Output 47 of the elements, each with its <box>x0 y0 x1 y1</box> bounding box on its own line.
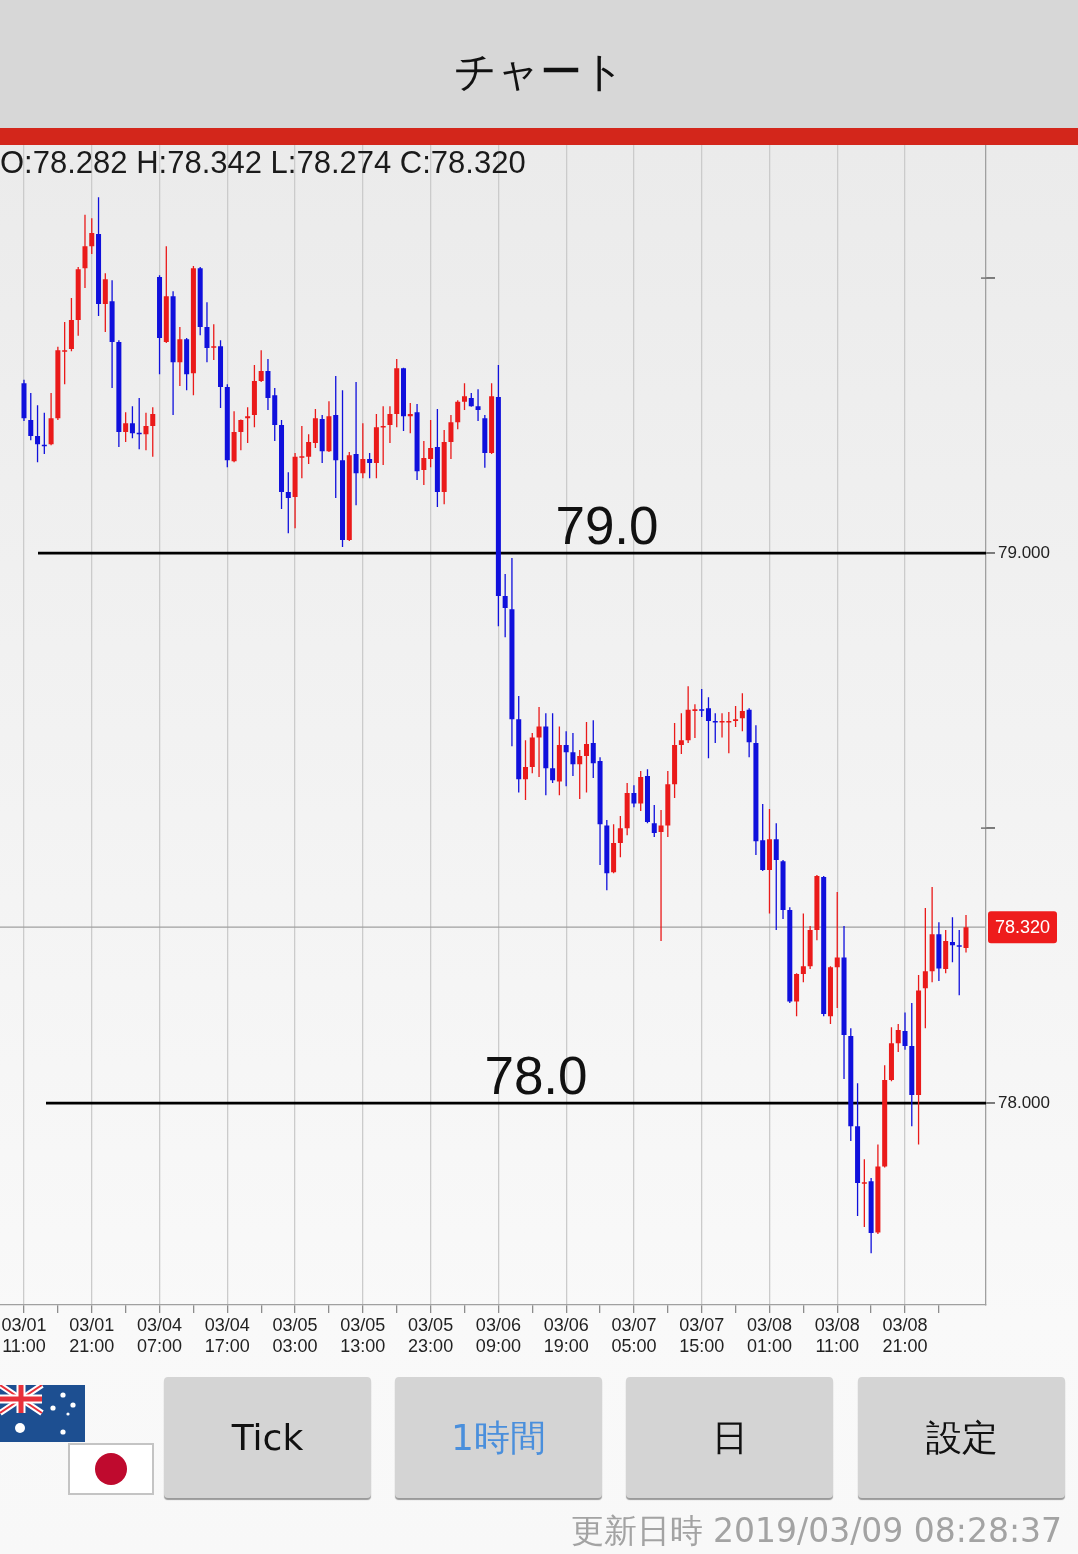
x-tick-label: 03/08 01:00 <box>746 1314 792 1356</box>
button: 日 <box>626 1377 833 1498</box>
x-tick-label: 03/05 23:00 <box>408 1314 454 1356</box>
candlestick <box>177 327 183 386</box>
y-tick-label: 78.000 <box>998 1092 1050 1112</box>
candlestick <box>570 732 576 776</box>
y-tick-label: 79.000 <box>998 542 1050 562</box>
x-tick-label: 03/07 15:00 <box>679 1314 725 1356</box>
x-tick-label: 03/04 07:00 <box>137 1314 183 1356</box>
candlestick <box>658 809 664 941</box>
candlestick <box>475 389 481 422</box>
candlestick <box>109 280 115 389</box>
x-tick-label: 03/07 05:00 <box>611 1314 657 1356</box>
annotation: O:78.282 H:78.342 L:78.274 C:78.320 <box>0 145 526 181</box>
candlestick <box>448 415 454 460</box>
button: 1時間 <box>395 1377 602 1498</box>
x-tick-label: 03/05 13:00 <box>340 1314 386 1356</box>
text: 更新日時 2019/03/09 08:28:37 <box>570 1511 1062 1550</box>
x-tick-label: 03/04 17:00 <box>204 1314 250 1356</box>
candlestick <box>143 412 149 451</box>
ref-line-label: 79.0 <box>555 496 659 556</box>
candlestick <box>631 785 637 808</box>
x-tick-label: 03/01 21:00 <box>69 1314 115 1356</box>
candlestick <box>204 302 210 363</box>
button: Tick <box>164 1377 371 1498</box>
candlestick <box>841 926 847 1079</box>
ref-line-label: 78.320 <box>994 917 1051 938</box>
candlestick <box>353 382 359 506</box>
candlestick <box>238 419 244 451</box>
x-tick-label: 03/06 19:00 <box>543 1314 589 1356</box>
button: 設定 <box>858 1377 1065 1498</box>
x-tick-label: 03/08 21:00 <box>882 1314 928 1356</box>
candlestick <box>963 915 969 953</box>
x-tick-label: 03/08 11:00 <box>814 1314 860 1356</box>
candlestick <box>929 886 935 983</box>
x-tick-label: 03/06 09:00 <box>475 1314 521 1356</box>
candlestick <box>170 291 176 416</box>
ref-line-label: 78.0 <box>484 1046 588 1106</box>
candlestick <box>387 406 393 444</box>
candlestick <box>48 393 54 446</box>
candlestick <box>265 358 271 411</box>
chart-title: チャート <box>453 46 625 98</box>
candlestick <box>82 214 88 289</box>
x-tick-label: 03/05 03:00 <box>272 1314 318 1356</box>
candlestick <box>536 707 542 777</box>
candlestick <box>902 1012 908 1050</box>
x-tick-label: 03/01 11:00 <box>1 1314 47 1356</box>
